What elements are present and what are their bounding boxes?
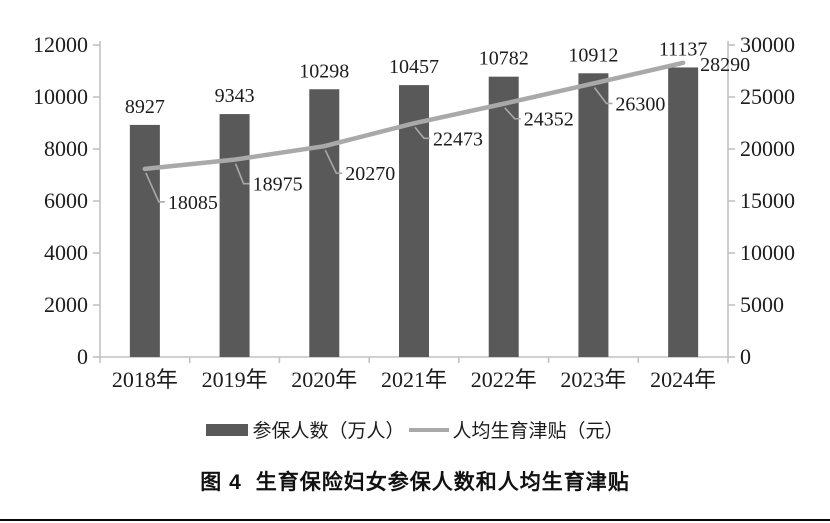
right-axis-tick-label: 20000 — [740, 136, 795, 161]
left-axis-tick-label: 0 — [77, 344, 88, 369]
bar-value-label: 10457 — [389, 56, 439, 78]
right-axis-tick-label: 30000 — [740, 32, 795, 57]
figure-caption: 图 4 生育保险妇女参保人数和人均生育津贴 — [0, 466, 830, 496]
caption-title: 生育保险妇女参保人数和人均生育津贴 — [255, 471, 630, 494]
legend-label-insured: 参保人数（万人） — [252, 421, 405, 442]
bar-value-label: 9343 — [215, 85, 255, 107]
line-value-label: 22473 — [433, 128, 483, 150]
legend-label-allowance: 人均生育津贴（元） — [452, 421, 624, 442]
line-value-label: 24352 — [524, 109, 574, 131]
bar-value-label: 11137 — [659, 38, 708, 60]
bar-2019年 — [219, 114, 250, 357]
left-axis-tick-label: 10000 — [33, 84, 88, 109]
line-value-label: 18085 — [168, 192, 218, 214]
x-axis-category-label: 2019年 — [202, 367, 268, 392]
bar-2020年 — [309, 89, 340, 357]
right-axis-tick-label: 5000 — [740, 292, 784, 317]
bar-2018年 — [129, 124, 160, 357]
x-axis-category-label: 2023年 — [560, 367, 626, 392]
right-axis-tick-label: 0 — [740, 344, 751, 369]
allowance-line — [142, 60, 686, 172]
label-leader-line — [504, 107, 521, 120]
label-leader-line — [145, 172, 165, 203]
left-axis-tick-label: 4000 — [44, 240, 88, 265]
bar-2024年 — [668, 67, 699, 358]
legend-item-allowance: 人均生育津贴（元） — [408, 416, 624, 443]
line-value-label: 26300 — [615, 93, 665, 115]
left-axis-tick-label: 8000 — [44, 136, 88, 161]
line-value-label: 20270 — [345, 163, 395, 185]
legend-item-insured: 参保人数（万人） — [206, 416, 405, 443]
right-axis-tick-label: 15000 — [740, 188, 795, 213]
bar-line-chart: 0 2000 4000 6000 8000 10000 12000 0 5000 10000 150… — [33, 32, 795, 392]
bar-2021年 — [399, 85, 429, 358]
x-axis-category-label: 2018年 — [112, 367, 178, 392]
bottom-rule — [0, 519, 830, 521]
line-value-label: 28290 — [700, 54, 750, 76]
line-value-label: 18975 — [253, 174, 303, 196]
caption-label: 图 4 — [200, 471, 242, 494]
x-axis-category-label: 2024年 — [650, 367, 716, 392]
bar-value-label: 10298 — [299, 60, 349, 82]
line-swatch-icon — [408, 427, 449, 432]
bar-value-label: 8927 — [125, 96, 165, 118]
right-axis-tick-label: 25000 — [740, 84, 795, 109]
left-axis-tick-label: 6000 — [44, 188, 88, 213]
bar-2022年 — [488, 76, 519, 357]
left-axis-tick-label: 2000 — [44, 292, 88, 317]
label-leader-line — [234, 163, 250, 185]
left-axis-tick-label: 12000 — [33, 32, 88, 57]
label-leader-line — [593, 87, 613, 105]
label-leader-line — [414, 126, 430, 140]
x-axis-category-label: 2022年 — [471, 367, 537, 392]
x-axis-category-label: 2020年 — [291, 367, 357, 392]
legend: 参保人数（万人） 人均生育津贴（元） — [0, 416, 830, 443]
bar-2023年 — [578, 73, 609, 358]
bar-value-label: 10782 — [479, 48, 529, 70]
right-axis-tick-label: 10000 — [740, 240, 795, 265]
label-leader-line — [324, 149, 343, 174]
bar-swatch-icon — [206, 423, 249, 436]
bar-value-label: 10912 — [568, 44, 618, 66]
x-axis-category-label: 2021年 — [381, 367, 447, 392]
